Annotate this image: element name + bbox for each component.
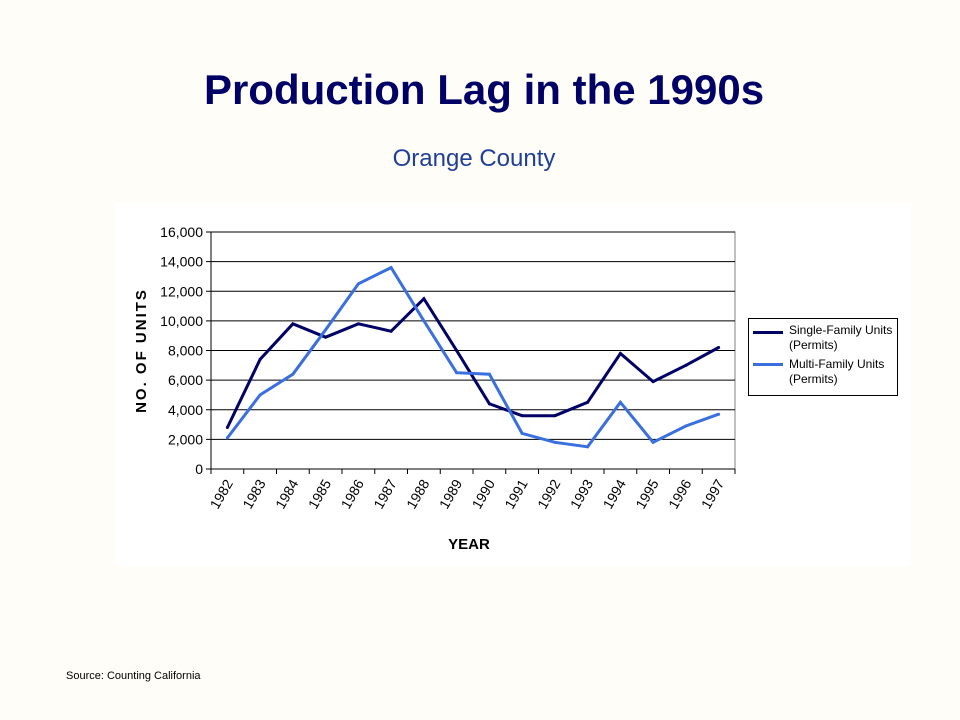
legend-label-multi-family: Multi-Family Units (Permits) — [789, 357, 885, 386]
y-tick-label: 8,000 — [168, 343, 203, 359]
data-point-single-family — [684, 363, 688, 367]
slide-subtitle: Orange County — [392, 145, 556, 172]
data-point-single-family — [356, 322, 360, 326]
x-tick-label: 1993 — [567, 476, 597, 511]
data-point-multi-family — [651, 440, 655, 444]
data-point-multi-family — [258, 393, 262, 397]
data-point-single-family — [225, 426, 229, 430]
data-point-multi-family — [324, 328, 328, 332]
y-tick-label: 4,000 — [168, 402, 203, 418]
legend-swatch-single-family — [753, 331, 783, 334]
x-tick-label: 1992 — [534, 476, 564, 511]
data-point-single-family — [651, 380, 655, 384]
data-point-single-family — [717, 346, 721, 350]
data-point-single-family — [324, 335, 328, 339]
x-tick-label: 1987 — [370, 476, 400, 511]
y-tick-label: 0 — [195, 461, 203, 477]
x-tick-label: 1990 — [469, 476, 499, 511]
x-tick-label: 1997 — [698, 476, 728, 511]
x-axis-label: YEAR — [448, 536, 490, 553]
x-tick-label: 1989 — [436, 476, 466, 511]
data-point-single-family — [553, 414, 557, 418]
data-point-multi-family — [291, 372, 295, 376]
data-point-multi-family — [389, 266, 393, 270]
y-tick-label: 16,000 — [160, 224, 203, 240]
source-note: Source: Counting California — [66, 670, 201, 682]
data-point-multi-family — [225, 436, 229, 440]
x-tick-label: 1996 — [665, 476, 695, 511]
data-point-single-family — [586, 400, 590, 404]
series-line-multi-family — [226, 265, 720, 449]
data-point-multi-family — [455, 371, 459, 375]
legend-swatch-multi-family — [753, 363, 783, 366]
data-point-multi-family — [618, 400, 622, 404]
x-tick-label: 1994 — [600, 476, 630, 511]
slide-title: Production Lag in the 1990s — [203, 66, 765, 113]
data-point-single-family — [291, 322, 295, 326]
y-tick-label: 12,000 — [160, 283, 203, 299]
series-line-single-family — [226, 296, 720, 429]
legend: Single-Family Units (Permits) Multi-Fami… — [748, 318, 898, 396]
data-point-single-family — [258, 357, 262, 361]
data-point-multi-family — [356, 282, 360, 286]
x-tick-label: 1986 — [338, 476, 368, 511]
data-point-multi-family — [422, 319, 426, 323]
x-tick-label: 1982 — [207, 476, 237, 511]
y-tick-label: 14,000 — [160, 254, 203, 270]
x-tick-label: 1991 — [501, 476, 531, 511]
data-point-multi-family — [553, 440, 557, 444]
data-point-multi-family — [717, 412, 721, 416]
data-point-single-family — [487, 402, 491, 406]
data-point-single-family — [422, 297, 426, 301]
data-point-single-family — [455, 349, 459, 352]
data-point-multi-family — [684, 424, 688, 428]
data-point-single-family — [389, 329, 393, 333]
x-tick-label: 1988 — [403, 476, 433, 511]
data-point-multi-family — [520, 431, 524, 435]
data-point-single-family — [520, 414, 524, 418]
x-tick-label: 1983 — [239, 476, 269, 511]
y-tick-label: 2,000 — [168, 431, 203, 447]
y-tick-label: 6,000 — [168, 372, 203, 388]
x-tick-label: 1984 — [272, 476, 302, 511]
y-axis-label: NO. OF UNITS — [133, 288, 150, 413]
x-tick-label: 1995 — [632, 476, 662, 511]
y-tick-label: 10,000 — [160, 313, 203, 329]
data-point-multi-family — [586, 445, 590, 449]
data-point-multi-family — [487, 372, 491, 376]
x-tick-label: 1985 — [305, 476, 335, 511]
legend-label-single-family: Single-Family Units (Permits) — [789, 323, 893, 352]
data-point-single-family — [618, 351, 622, 355]
